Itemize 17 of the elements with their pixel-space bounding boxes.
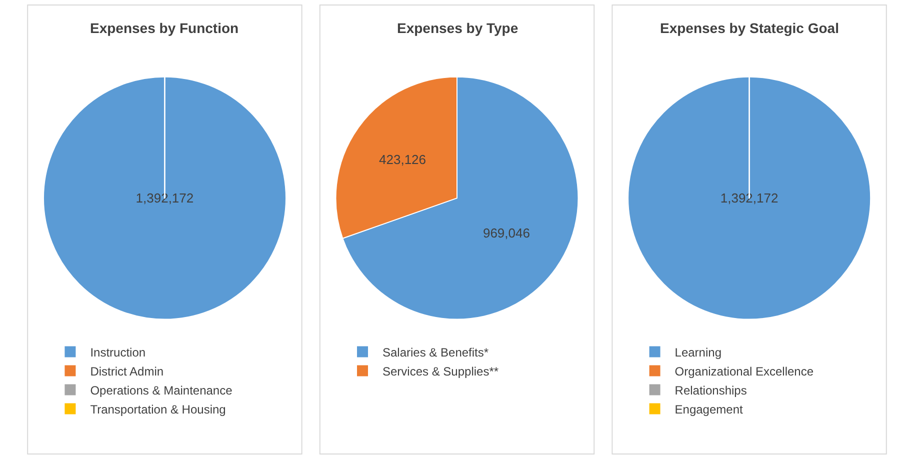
data-label: 1,392,172 <box>136 190 194 206</box>
legend-label: District Admin <box>90 364 164 378</box>
legend-label: Organizational Excellence <box>674 364 814 378</box>
chart-title: Expenses by Stategic Goal <box>660 20 839 36</box>
legend-label: Instruction <box>90 345 146 360</box>
legend-label: Salaries & Benefits* <box>382 345 489 360</box>
legend-label: Learning <box>674 345 722 360</box>
legend-label: Operations & Maintenance <box>90 383 233 398</box>
legend-label: Transportation & Housing <box>90 402 226 416</box>
legend-label: Services & Supplies** <box>382 364 499 378</box>
legend-label: Engagement <box>674 402 744 416</box>
data-label: 969,046 <box>482 226 530 241</box>
data-label: 1,392,172 <box>720 190 778 206</box>
legend-label: Relationships <box>674 383 747 398</box>
chart-title: Expenses by Type <box>397 20 518 36</box>
data-label: 423,126 <box>379 152 426 168</box>
chart-title: Expenses by Function <box>90 20 239 36</box>
